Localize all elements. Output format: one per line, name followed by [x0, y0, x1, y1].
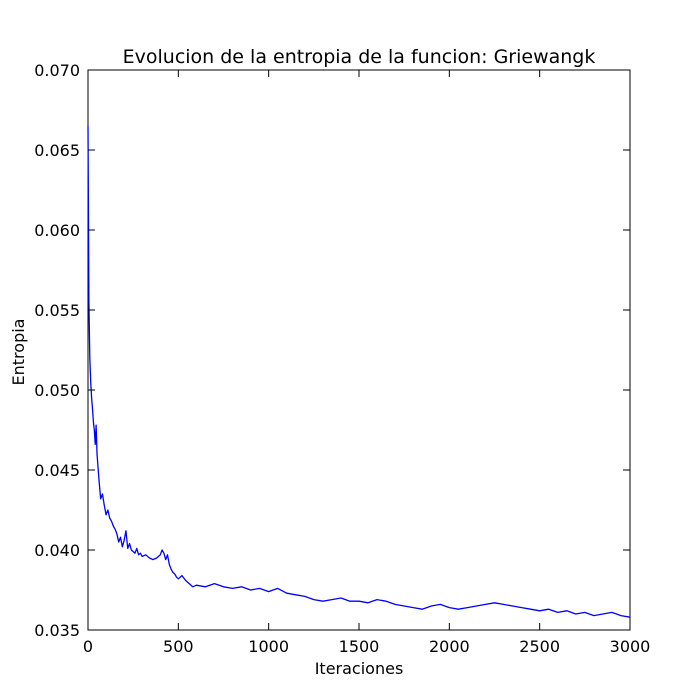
x-axis: 0 500 1000 1500 2000 2500 3000: [83, 70, 650, 656]
y-tick-label: 0.045: [34, 461, 80, 480]
entropy-series-line: [87, 125, 631, 618]
y-tick-label: 0.070: [34, 61, 80, 80]
y-tick-label: 0.050: [34, 381, 80, 400]
chart-title: Evolucion de la entropia de la funcion: …: [123, 46, 596, 68]
y-tick-label: 0.060: [34, 221, 80, 240]
y-axis: 0.035 0.040 0.045 0.050 0.055 0.060 0.065 0.070: [34, 61, 630, 640]
y-tick-label: 0.035: [34, 621, 80, 640]
plot-frame: [87, 69, 631, 631]
plot-area: [87, 69, 631, 631]
x-tick-label: 2500: [519, 637, 560, 656]
y-axis-label: Entropia: [9, 319, 28, 386]
x-tick-label: 1000: [248, 637, 289, 656]
x-tick-label: 1500: [339, 637, 380, 656]
y-tick-label: 0.040: [34, 541, 80, 560]
x-tick-label: 2000: [429, 637, 470, 656]
x-tick-label: 500: [163, 637, 194, 656]
x-tick-label: 3000: [610, 637, 651, 656]
y-tick-label: 0.065: [34, 141, 80, 160]
x-axis-label: Iteraciones: [315, 659, 404, 678]
y-tick-label: 0.055: [34, 301, 80, 320]
x-tick-label: 0: [83, 637, 93, 656]
